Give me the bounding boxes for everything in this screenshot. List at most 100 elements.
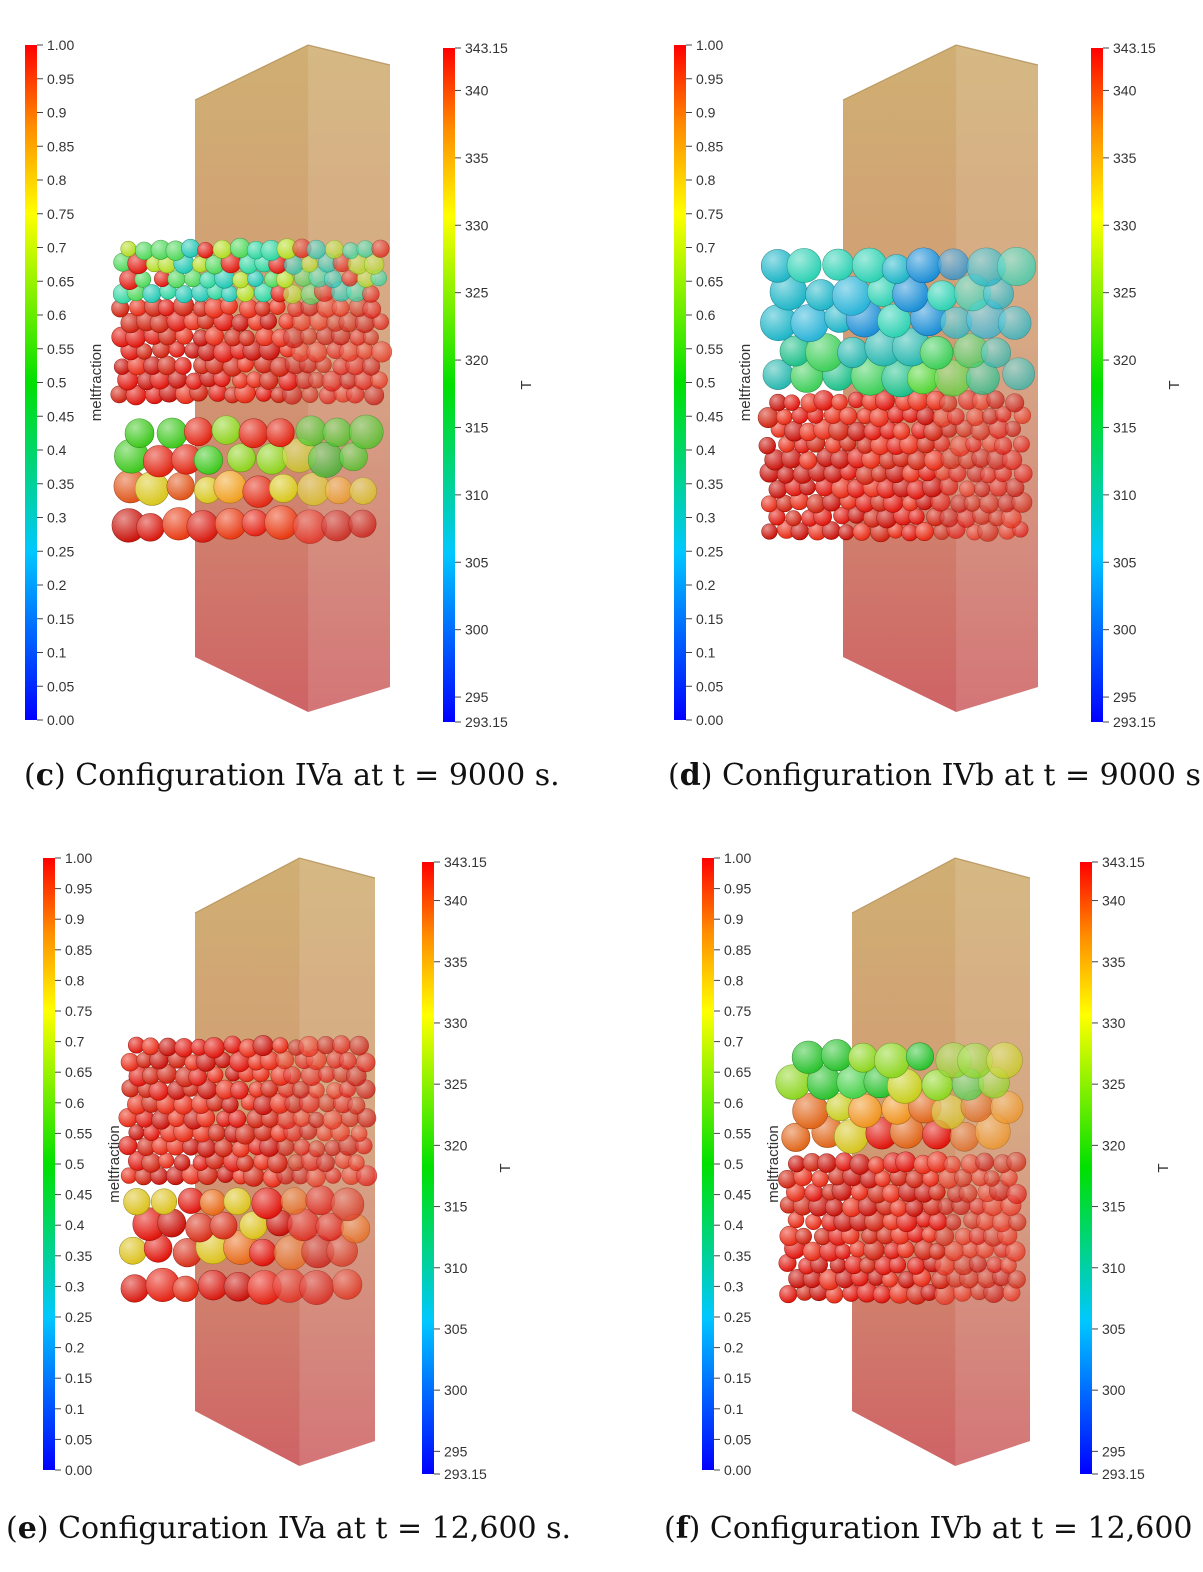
particle bbox=[120, 1052, 140, 1072]
particle bbox=[914, 522, 934, 541]
panel-f-figure: 0.00 0.05 0.1 0.15 0.2 0.25 0.3 0.35 0.4 0.45 0.5 0… bbox=[702, 850, 1172, 1482]
particle bbox=[997, 306, 1032, 340]
meltfraction-tick-label: 0.2 bbox=[65, 1340, 85, 1356]
particle-layer bbox=[113, 469, 377, 508]
temperature-tick-label: 335 bbox=[1113, 150, 1137, 166]
particle bbox=[979, 466, 997, 484]
particle bbox=[905, 247, 942, 284]
particle bbox=[780, 448, 802, 469]
particle bbox=[173, 1094, 194, 1115]
particle bbox=[822, 248, 854, 281]
particle bbox=[916, 406, 935, 426]
particle bbox=[331, 299, 350, 317]
particle bbox=[923, 449, 945, 471]
caption-d-text: Configuration IVb at t = 9000 s. bbox=[721, 758, 1203, 793]
meltfraction-tick-label: 0.6 bbox=[65, 1095, 85, 1111]
particle bbox=[150, 239, 171, 260]
particle bbox=[292, 509, 328, 544]
particle bbox=[184, 342, 201, 359]
particle bbox=[273, 1235, 309, 1271]
particle bbox=[148, 1080, 169, 1101]
particle bbox=[363, 385, 385, 406]
temperature-tick-label: 293.15 bbox=[1102, 1466, 1145, 1482]
particle bbox=[281, 437, 317, 473]
particle bbox=[125, 384, 147, 406]
particle bbox=[323, 270, 342, 289]
particle bbox=[220, 297, 238, 315]
particle bbox=[348, 414, 384, 450]
particle bbox=[943, 1155, 961, 1174]
particle bbox=[316, 326, 335, 346]
particle bbox=[913, 1239, 935, 1260]
particle bbox=[110, 385, 129, 404]
particle bbox=[242, 475, 275, 508]
meltfraction-tick-label: 1.00 bbox=[696, 37, 723, 53]
particle-layer bbox=[778, 1151, 1027, 1305]
meltfraction-tick-label: 0.5 bbox=[47, 375, 67, 391]
temperature-tick-label: 340 bbox=[465, 82, 489, 98]
meltfraction-tick-label: 0.25 bbox=[696, 543, 723, 559]
temperature-tick-label: 320 bbox=[1102, 1137, 1126, 1153]
particle bbox=[906, 362, 939, 395]
particle bbox=[939, 508, 959, 528]
particle bbox=[213, 341, 235, 363]
particle bbox=[326, 1082, 344, 1100]
meltfraction-tick-label: 0.3 bbox=[47, 510, 67, 526]
particle bbox=[769, 273, 808, 311]
meltfraction-colorbar-title: meltfraction bbox=[88, 344, 105, 422]
particle bbox=[240, 1093, 258, 1111]
particle bbox=[921, 1069, 953, 1101]
particle bbox=[283, 1066, 302, 1085]
particle bbox=[842, 1284, 860, 1302]
particle bbox=[928, 1212, 948, 1231]
particle bbox=[198, 1270, 229, 1301]
temperature-tick-label: 300 bbox=[1102, 1382, 1126, 1398]
meltfraction-colorbar-gradient bbox=[702, 858, 714, 1470]
temperature-colorbar: 293.15 295 300 305 310 315 320 325 330 335 340 343.… bbox=[1080, 854, 1172, 1482]
particle bbox=[306, 239, 326, 260]
particle bbox=[150, 1188, 178, 1215]
particle bbox=[944, 1241, 964, 1261]
particle bbox=[238, 330, 255, 347]
particle bbox=[790, 304, 829, 343]
particle bbox=[255, 327, 275, 347]
particle bbox=[228, 1109, 247, 1128]
particle bbox=[914, 1182, 935, 1203]
particle bbox=[908, 508, 925, 525]
particle bbox=[980, 337, 1012, 368]
particle bbox=[371, 239, 390, 258]
particle bbox=[134, 271, 152, 288]
particle bbox=[813, 418, 835, 440]
particle bbox=[220, 252, 242, 274]
particle bbox=[143, 1234, 173, 1263]
particle bbox=[1013, 464, 1033, 483]
meltfraction-tick-label: 0.75 bbox=[696, 206, 723, 222]
meltfraction-tick-label: 0.15 bbox=[696, 611, 723, 627]
particle bbox=[796, 1283, 814, 1301]
particle bbox=[168, 341, 186, 358]
particle bbox=[119, 1236, 147, 1265]
meltfraction-tick-label: 1.00 bbox=[47, 37, 74, 53]
particle bbox=[977, 1268, 997, 1289]
particle bbox=[799, 422, 818, 442]
particle bbox=[339, 372, 357, 390]
meltfraction-colorbar-title: meltfraction bbox=[106, 1125, 123, 1203]
temperature-tick-label: 320 bbox=[1113, 352, 1137, 368]
particle bbox=[306, 341, 328, 363]
meltfraction-tick-label: 0.00 bbox=[724, 1462, 751, 1478]
particle bbox=[338, 312, 359, 333]
particle bbox=[171, 444, 202, 475]
meltfraction-tick-label: 0.15 bbox=[65, 1370, 92, 1386]
particle bbox=[950, 494, 969, 513]
particle bbox=[204, 254, 225, 275]
caption-f-text: Configuration IVb at t = 12,600 s. bbox=[709, 1511, 1203, 1546]
particle bbox=[855, 492, 875, 513]
particle bbox=[863, 1239, 885, 1261]
particle bbox=[141, 1037, 160, 1056]
particle bbox=[298, 1036, 320, 1058]
particle bbox=[186, 510, 219, 543]
particle bbox=[818, 1269, 841, 1291]
particle bbox=[253, 282, 274, 303]
particle bbox=[758, 437, 776, 455]
particle bbox=[971, 391, 991, 411]
